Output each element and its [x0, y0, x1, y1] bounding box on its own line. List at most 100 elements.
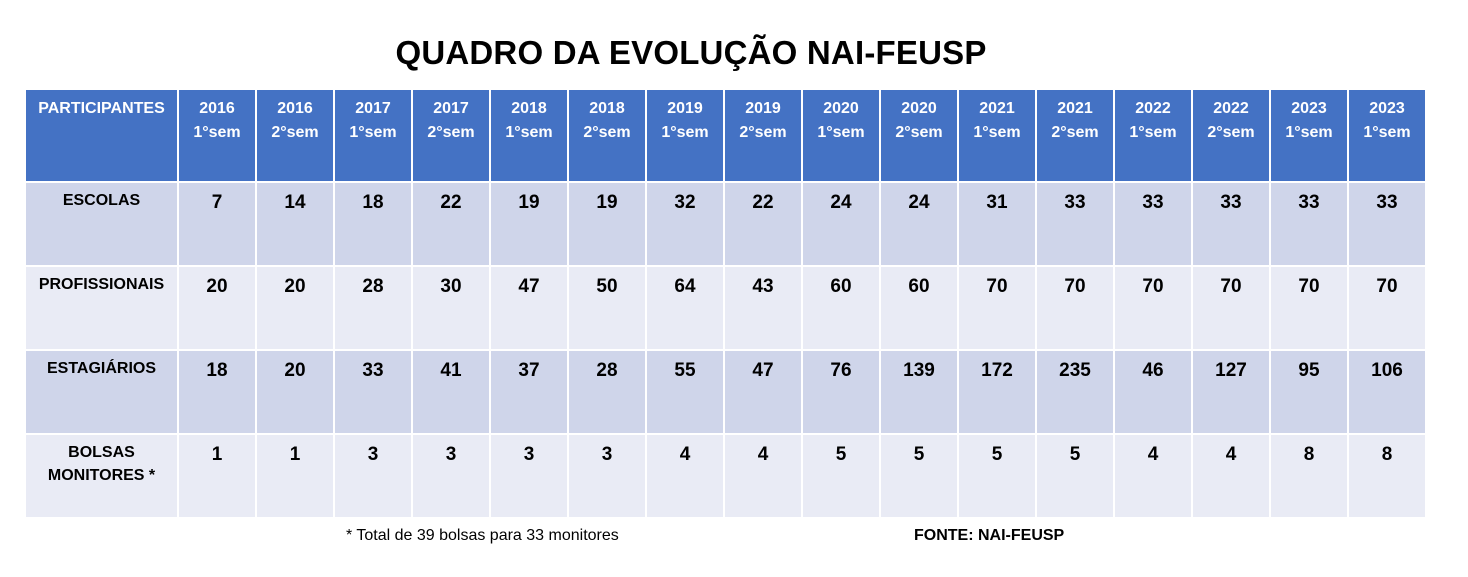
- column-semester: 2°sem: [427, 124, 475, 141]
- table-cell: 127: [1191, 349, 1271, 435]
- column-year: 2020: [823, 100, 859, 117]
- table-cell: 47: [723, 349, 803, 435]
- column-semester: 1°sem: [661, 124, 709, 141]
- table-cell: 60: [879, 265, 959, 351]
- column-year: 2019: [667, 100, 703, 117]
- table-cell: 172: [957, 349, 1037, 435]
- column-header: 2018 1°sem: [489, 88, 569, 183]
- table-cell: 4: [1191, 433, 1271, 519]
- table-cell: 19: [489, 181, 569, 267]
- row-label-line: PROFISSIONAIS: [38, 276, 165, 293]
- table-cell: 70: [1113, 265, 1193, 351]
- table-cell: 4: [723, 433, 803, 519]
- table-cell: 24: [879, 181, 959, 267]
- table-cell: 33: [333, 349, 413, 435]
- table-cell: 55: [645, 349, 725, 435]
- table-cell: 18: [333, 181, 413, 267]
- column-year: 2021: [979, 100, 1015, 117]
- table-cell: 1: [177, 433, 257, 519]
- column-year: 2022: [1213, 100, 1249, 117]
- column-year: 2018: [589, 100, 625, 117]
- table-cell: 3: [333, 433, 413, 519]
- header-row: PARTICIPANTES 2016 1°sem 2016 2°sem 2017 1°se…: [24, 88, 1427, 183]
- column-year: 2022: [1135, 100, 1171, 117]
- column-header: 2017 1°sem: [333, 88, 413, 183]
- table-cell: 32: [645, 181, 725, 267]
- table-cell: 64: [645, 265, 725, 351]
- row-label-line: MONITORES *: [47, 467, 156, 484]
- column-year: 2016: [277, 100, 313, 117]
- column-semester: 2°sem: [271, 124, 319, 141]
- table-row: PROFISSIONAIS 20 20 28 30 47 50 64 43 60 60 70 70 70 7…: [24, 265, 1427, 351]
- table-cell: 22: [411, 181, 491, 267]
- column-year: 2019: [745, 100, 781, 117]
- table-cell: 70: [957, 265, 1037, 351]
- column-year: 2021: [1057, 100, 1093, 117]
- table-body: ESCOLAS 7 14 18 22 19 19 32 22 24 24 31 33 33 33 33 33 PR…: [24, 181, 1427, 519]
- column-header: 2023 1°sem: [1269, 88, 1349, 183]
- evolution-table: PARTICIPANTES 2016 1°sem 2016 2°sem 2017 1°se…: [24, 88, 1427, 519]
- table-cell: 30: [411, 265, 491, 351]
- table-cell: 19: [567, 181, 647, 267]
- table-cell: 46: [1113, 349, 1193, 435]
- table-cell: 70: [1191, 265, 1271, 351]
- table-cell: 70: [1347, 265, 1427, 351]
- table-row: ESTAGIÁRIOS 18 20 33 41 37 28 55 47 76 139 172 235 46…: [24, 349, 1427, 435]
- column-year: 2023: [1369, 100, 1405, 117]
- table-cell: 43: [723, 265, 803, 351]
- column-semester: 1°sem: [193, 124, 241, 141]
- table-cell: 20: [255, 349, 335, 435]
- column-semester: 2°sem: [583, 124, 631, 141]
- column-header: 2021 2°sem: [1035, 88, 1115, 183]
- column-semester: 1°sem: [1363, 124, 1411, 141]
- column-year: 2017: [433, 100, 469, 117]
- table-cell: 3: [489, 433, 569, 519]
- table-cell: 28: [333, 265, 413, 351]
- table-cell: 106: [1347, 349, 1427, 435]
- table-cell: 50: [567, 265, 647, 351]
- column-year: 2023: [1291, 100, 1327, 117]
- column-header: 2020 2°sem: [879, 88, 959, 183]
- row-label: ESTAGIÁRIOS: [24, 349, 179, 435]
- table-cell: 60: [801, 265, 881, 351]
- table-cell: 5: [879, 433, 959, 519]
- participants-header: PARTICIPANTES: [24, 88, 179, 183]
- table-cell: 76: [801, 349, 881, 435]
- column-semester: 1°sem: [505, 124, 553, 141]
- column-header: 2023 1°sem: [1347, 88, 1427, 183]
- column-header: 2016 1°sem: [177, 88, 257, 183]
- table-cell: 31: [957, 181, 1037, 267]
- row-label-line: ESTAGIÁRIOS: [46, 360, 157, 377]
- table-cell: 95: [1269, 349, 1349, 435]
- row-label-line: ESCOLAS: [62, 192, 141, 209]
- table-cell: 18: [177, 349, 257, 435]
- table-cell: 5: [801, 433, 881, 519]
- table-cell: 20: [177, 265, 257, 351]
- column-header: 2022 2°sem: [1191, 88, 1271, 183]
- column-semester: 2°sem: [739, 124, 787, 141]
- column-year: 2017: [355, 100, 391, 117]
- table-cell: 3: [411, 433, 491, 519]
- table-cell: 4: [1113, 433, 1193, 519]
- table-cell: 41: [411, 349, 491, 435]
- table-cell: 22: [723, 181, 803, 267]
- footnote: * Total de 39 bolsas para 33 monitores: [346, 527, 619, 544]
- column-header: 2021 1°sem: [957, 88, 1037, 183]
- column-semester: 1°sem: [973, 124, 1021, 141]
- page-title: QUADRO DA EVOLUÇÃO NAI-FEUSP: [395, 34, 987, 71]
- row-label-line: BOLSAS: [68, 444, 135, 461]
- row-label: PROFISSIONAIS: [24, 265, 179, 351]
- row-label: ESCOLAS: [24, 181, 179, 267]
- table-cell: 70: [1035, 265, 1115, 351]
- table-cell: 14: [255, 181, 335, 267]
- column-semester: 2°sem: [1051, 124, 1099, 141]
- table-row: BOLSAS MONITORES * 1 1 3 3 3 3 4 4 5 5 5 5 4 4 8 8: [24, 433, 1427, 519]
- source-note: FONTE: NAI-FEUSP: [914, 527, 1065, 544]
- column-semester: 2°sem: [1207, 124, 1255, 141]
- table-cell: 139: [879, 349, 959, 435]
- column-semester: 1°sem: [1285, 124, 1333, 141]
- column-year: 2018: [511, 100, 547, 117]
- column-header: 2019 1°sem: [645, 88, 725, 183]
- table-cell: 33: [1347, 181, 1427, 267]
- column-header: 2017 2°sem: [411, 88, 491, 183]
